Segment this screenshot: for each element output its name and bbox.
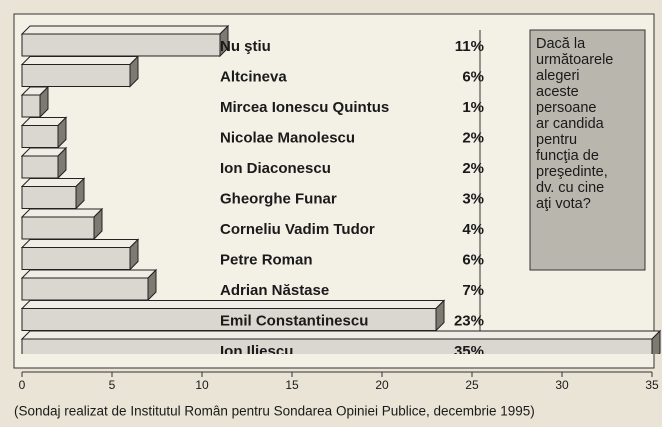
footnote: (Sondaj realizat de Institutul Român pen… — [14, 404, 535, 419]
value-label: 6% — [462, 251, 484, 268]
x-tick-label: 30 — [555, 378, 569, 392]
category-label: Mircea Ionescu Quintus — [220, 99, 389, 116]
value-label: 11% — [455, 38, 484, 55]
bar — [21, 94, 41, 118]
bar — [21, 216, 95, 240]
bar — [21, 338, 653, 354]
bar-top — [20, 330, 662, 340]
annotation-box — [529, 29, 646, 271]
x-tick-label: 15 — [285, 378, 299, 392]
bar — [21, 186, 77, 209]
category-label: Adrian Năstase — [220, 282, 329, 299]
bar-top — [20, 178, 86, 187]
value-label: 35% — [454, 343, 484, 360]
bar-top — [20, 56, 140, 65]
category-label: Nicolae Manolescu — [220, 129, 355, 146]
bar — [21, 64, 131, 87]
value-label: 7% — [462, 282, 484, 299]
category-label: Ion Diaconescu — [220, 160, 331, 177]
bar — [21, 155, 59, 179]
bars: Nu ştiu 11% Altcineva 6% Mircea Ionescu Quin… — [20, 24, 662, 360]
bar — [21, 33, 221, 57]
annotation: Dacă la următoarele alegeri aceste perso… — [536, 36, 614, 212]
category-label: Altcineva — [220, 68, 287, 85]
category-label: Gheorghe Funar — [220, 190, 337, 207]
x-tick-label: 10 — [195, 378, 209, 392]
bar-top — [20, 208, 104, 218]
value-label: 6% — [462, 68, 484, 85]
value-label: 2% — [462, 129, 484, 146]
x-tick-label: 25 — [465, 378, 479, 392]
category-label: Nu ştiu — [220, 38, 271, 55]
x-tick-label: 0 — [19, 378, 26, 392]
bar-top — [20, 269, 158, 279]
value-label: 1% — [462, 99, 484, 116]
bar — [21, 277, 149, 301]
category-label: Ion Iliescu — [220, 343, 293, 360]
category-label: Emil Constantinescu — [220, 312, 368, 329]
bar — [21, 125, 59, 148]
bar — [21, 247, 131, 270]
x-tick-label: 20 — [375, 378, 389, 392]
bar-top — [20, 239, 140, 248]
category-label: Petre Roman — [220, 251, 313, 268]
x-tick-label: 35 — [645, 378, 659, 392]
value-label: 4% — [462, 221, 484, 238]
bar-top — [20, 25, 230, 35]
category-label: Corneliu Vadim Tudor — [220, 221, 375, 238]
x-tick-label: 5 — [109, 378, 116, 392]
bar-top — [20, 300, 446, 309]
value-label: 3% — [462, 190, 484, 207]
value-label: 2% — [462, 160, 484, 177]
value-label: 23% — [454, 312, 484, 329]
annotation-wrap: Dacă la următoarele alegeri aceste perso… — [536, 36, 614, 212]
